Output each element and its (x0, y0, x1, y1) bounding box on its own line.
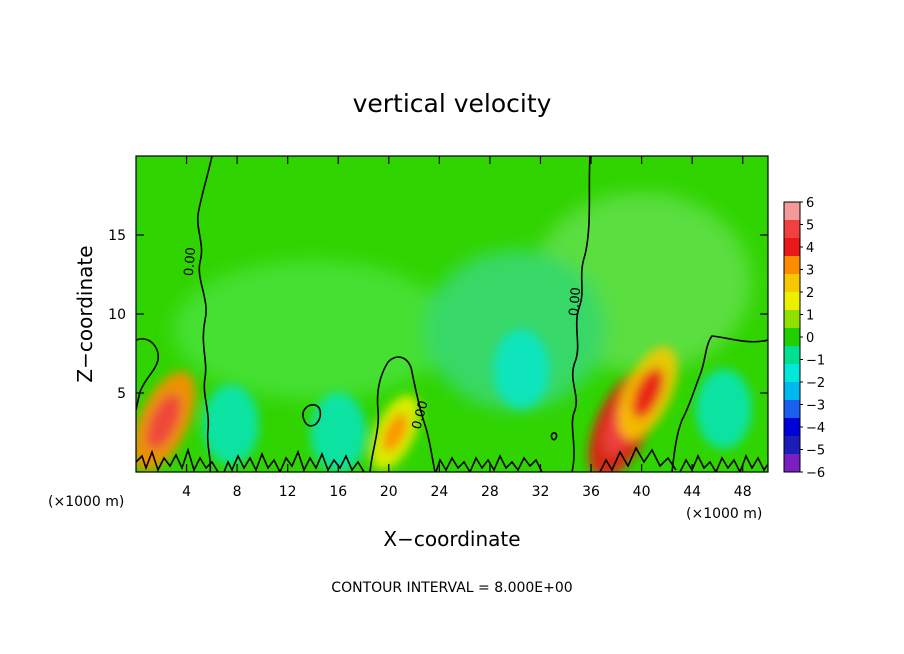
y-tick-label: 5 (117, 386, 126, 402)
downdraft-mark (695, 368, 752, 449)
x-tick-label: 4 (182, 484, 191, 500)
downdraft-mark (310, 392, 367, 472)
contour-label: 0.00 (567, 287, 584, 317)
x-axis: 4 8 12 16 20 24 28 32 36 40 44 48 (182, 156, 752, 500)
field-patch (425, 249, 606, 410)
colorbar-segment (784, 292, 800, 311)
contour-line (369, 356, 436, 472)
colorbar-tick-label: 6 (806, 196, 814, 211)
contour-interval-text: CONTOUR INTERVAL = 8.000E+00 (331, 580, 572, 596)
colorbar-tick-label: 5 (806, 219, 814, 234)
x-axis-label: X−coordinate (383, 527, 520, 551)
updraft-core (382, 413, 408, 452)
colorbar-segment (784, 202, 800, 221)
contour-line (196, 156, 213, 472)
x-tick-label: 32 (532, 484, 550, 500)
colorbar: 6 5 4 3 2 1 0 −1 −2 −3 −4 −5 −6 (783, 196, 825, 481)
downdraft-mark (202, 384, 259, 465)
colorbar-segment (784, 256, 800, 275)
contour-label: 0.00 (410, 399, 432, 431)
contour-zero (136, 156, 768, 472)
colorbar-tick-label: −5 (806, 444, 825, 459)
x-unit-label-left: (×1000 m) (48, 494, 124, 510)
chart-title: vertical velocity (353, 89, 552, 118)
colorbar-tick-label: −6 (806, 466, 825, 481)
contour-label: 0.00 (182, 247, 199, 277)
x-tick-label: 36 (582, 484, 600, 500)
colorbar-tick-label: 4 (806, 241, 814, 256)
contour-line (671, 335, 768, 472)
x-tick-label: 24 (430, 484, 448, 500)
x-tick-label: 48 (734, 484, 752, 500)
updraft-core (146, 394, 181, 449)
field-patch (172, 259, 453, 400)
colorbar-segment (784, 346, 800, 365)
contour-line (550, 432, 558, 441)
y-tick-label: 15 (108, 228, 126, 244)
x-tick-label: 40 (633, 484, 651, 500)
colorbar-tick-label: −1 (806, 354, 825, 369)
contour-line (435, 454, 543, 472)
contour-line (223, 449, 365, 472)
colorbar-tick-label: −2 (806, 376, 825, 391)
y-axis: 5 10 15 (108, 228, 768, 402)
colorbar-tick-label: 2 (806, 286, 814, 301)
x-tick-label: 8 (233, 484, 242, 500)
colorbar-segment (784, 364, 800, 383)
colorbar-segment (784, 274, 800, 293)
colorbar-tick-label: 0 (806, 331, 814, 346)
updraft-core (632, 368, 664, 418)
colorbar-tick-label: 1 (806, 309, 814, 324)
x-tick-label: 20 (380, 484, 398, 500)
velocity-field (136, 192, 752, 472)
x-tick-label: 44 (683, 484, 701, 500)
contour-line (679, 454, 768, 472)
y-axis-label: Z−coordinate (73, 245, 97, 382)
colorbar-tick-label: −3 (806, 399, 825, 414)
x-unit-label-right: (×1000 m) (686, 506, 762, 522)
plot-area: 0.00 0.00 0.00 (136, 156, 768, 472)
colorbar-tick-label: −4 (806, 421, 825, 436)
colorbar-tick-label: 3 (806, 264, 814, 279)
colorbar-segment (784, 454, 800, 473)
downdraft-mark (493, 329, 550, 410)
contour-labels: 0.00 0.00 0.00 (182, 247, 584, 431)
contour-line (302, 404, 322, 427)
colorbar-segment (784, 220, 800, 239)
colorbar-segment (784, 238, 800, 257)
contour-line (571, 156, 591, 472)
colorbar-segment (784, 310, 800, 329)
y-tick-label: 10 (108, 307, 126, 323)
colorbar-segment (784, 328, 800, 347)
contour-line (136, 447, 219, 472)
contour-line (599, 446, 677, 472)
x-tick-label: 28 (481, 484, 499, 500)
x-tick-label: 12 (279, 484, 297, 500)
colorbar-segment (784, 400, 800, 419)
colorbar-segment (784, 418, 800, 437)
x-tick-label: 16 (329, 484, 347, 500)
colorbar-segment (784, 382, 800, 401)
colorbar-segment (784, 436, 800, 455)
contour-line (136, 338, 160, 411)
